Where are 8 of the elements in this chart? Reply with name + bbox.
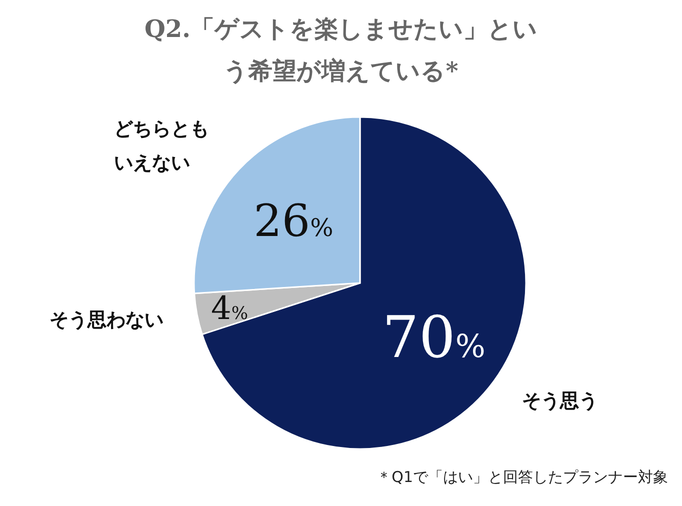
slice-label: どちらともいえない <box>114 117 210 176</box>
data-label: 4% <box>211 289 248 328</box>
slice-label: そう思う <box>522 388 598 414</box>
text: ＊Q1で「はい」と回答したプランナー対象 <box>376 468 668 487</box>
chart-title: Q2.「ゲストを楽しませたい」という希望が増えている* <box>144 13 538 87</box>
data-label: 26% <box>254 196 334 248</box>
slice-label: そう思わない <box>50 308 164 334</box>
data-label: 70% <box>382 304 486 371</box>
